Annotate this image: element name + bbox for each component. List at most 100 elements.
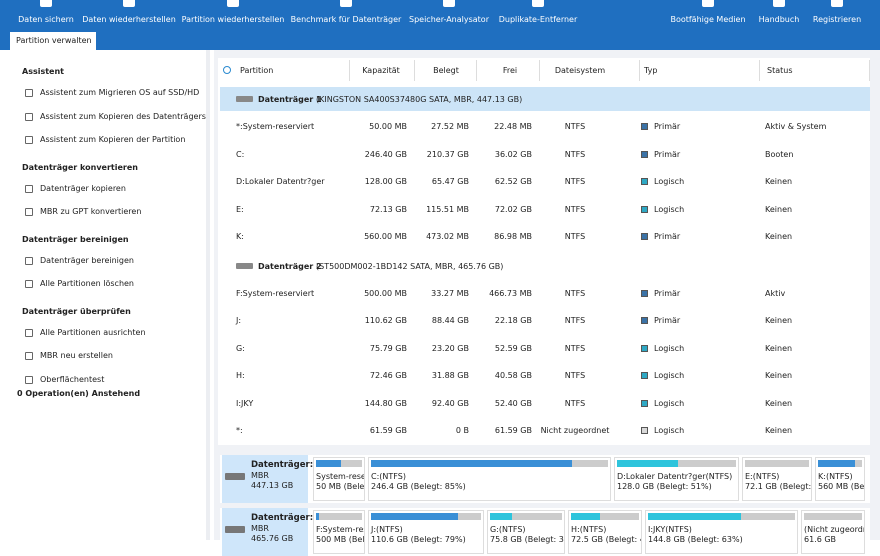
section-title: Assistent <box>22 67 64 76</box>
toolbar-button[interactable]: Daten sichern <box>18 15 74 24</box>
type-swatch <box>641 205 648 213</box>
partition-label: G:(NTFS) <box>490 525 526 534</box>
cell: 31.88 GB <box>431 371 469 380</box>
refresh-icon <box>223 66 231 74</box>
toolbar-button[interactable]: Benchmark für Datenträger <box>290 15 402 24</box>
partition-block[interactable]: (Nicht zugeordr 61.6 GB <box>801 510 865 554</box>
disk-row[interactable] <box>220 253 870 278</box>
partition-detail: 144.8 GB (Belegt: 63%) <box>648 535 743 544</box>
cell: 62.52 GB <box>494 177 532 186</box>
column-header-cell <box>540 60 640 81</box>
column-header[interactable]: Frei <box>502 66 518 75</box>
partition-label: D:Lokaler Datentr?ger(NTFS) <box>617 472 733 481</box>
cell: J: <box>236 316 242 325</box>
cell: Logisch <box>654 204 685 214</box>
cell: H: <box>236 371 245 380</box>
disk-map-disk[interactable]: Datenträger:1 MBR 447.13 GB <box>222 455 319 503</box>
sidebar-item[interactable]: MBR zu GPT konvertieren <box>40 207 142 216</box>
disk-icon <box>236 262 253 269</box>
cell: Primär <box>654 316 681 325</box>
toolbar-button[interactable]: Speicher-Analysator <box>409 15 489 24</box>
toolbar-icon <box>443 0 455 7</box>
cell: NTFS <box>564 371 586 380</box>
cell: Keinen <box>765 316 793 325</box>
partition-block[interactable]: E:(NTFS)72.1 GB (Belegt: 0' <box>742 457 812 501</box>
disk-row[interactable] <box>220 87 870 111</box>
partition-label: (Nicht zugeordr <box>804 525 865 534</box>
sidebar-item[interactable]: Assistent zum Kopieren des Datenträgers <box>40 111 206 121</box>
column-header-cell <box>415 60 477 81</box>
partition-block[interactable]: G:(NTFS)75.8 GB (Belegt: 30%) <box>487 510 565 554</box>
sidebar-item[interactable]: Alle Partitionen ausrichten <box>40 327 146 337</box>
column-header[interactable]: Belegt <box>433 66 459 75</box>
disk-map-disk[interactable]: Datenträger:2 MBR 465.76 GB <box>222 508 319 556</box>
disk-name: Datenträger 1 <box>258 95 322 104</box>
cell: 0 B <box>455 426 469 435</box>
cell: 473.02 MB <box>426 232 469 241</box>
partition-detail: 110.6 GB (Belegt: 79%) <box>371 535 466 544</box>
usage-fill <box>617 460 678 467</box>
cell: 22.18 GB <box>494 316 532 325</box>
partition-detail: 50 MB (Beleg <box>316 482 365 491</box>
section-title: Datenträger überprüfen <box>22 306 131 316</box>
partition-block[interactable]: J:(NTFS) 110.6 GB (Belegt: 79%) <box>368 510 484 554</box>
toolbar-icon <box>773 0 785 7</box>
sidebar-item[interactable]: Datenträger kopieren <box>40 183 126 193</box>
cell: Keinen <box>765 426 793 435</box>
toolbar-button[interactable]: Partition wiederherstellen <box>181 15 285 24</box>
cell: Logisch <box>654 343 685 353</box>
toolbar-button[interactable]: Duplikate-Entferner <box>498 15 578 24</box>
toolbar-icon <box>702 0 714 7</box>
tab[interactable]: Partition verwalten <box>10 32 96 50</box>
cell: 52.59 GB <box>494 343 532 353</box>
toolbar-icon <box>123 0 135 7</box>
cell: C: <box>236 149 245 159</box>
disk-map-style: MBR <box>251 471 269 480</box>
sidebar-item[interactable]: Assistent zum Migrieren OS auf SSD/HD <box>40 88 200 97</box>
usage-bar <box>490 513 562 520</box>
sidebar-item[interactable]: MBR neu erstellen <box>40 351 113 360</box>
toolbar-button[interactable]: Handbuch <box>758 15 800 24</box>
usage-bar <box>316 513 362 520</box>
column-header[interactable]: Kapazität <box>362 66 400 75</box>
type-swatch <box>641 372 648 379</box>
partition-block[interactable]: C:(NTFS) 246.4 GB (Belegt: 85%) <box>368 457 611 501</box>
cell: 246.40 GB <box>364 149 407 159</box>
sidebar-item[interactable]: Assistent zum Kopieren der Partition <box>40 135 186 144</box>
usage-fill <box>490 513 512 520</box>
cell: Logisch <box>654 398 685 408</box>
cell: 61.59 GB <box>369 426 407 435</box>
cell: G: <box>236 343 245 353</box>
column-header[interactable]: Partition <box>240 66 274 75</box>
cell: Keinen <box>765 232 793 241</box>
disk-icon <box>236 96 253 102</box>
disk-map-size: 465.76 GB <box>251 534 294 543</box>
disk-name: Datenträger 2 <box>258 261 322 271</box>
cell: K: <box>236 232 244 241</box>
cell: Logisch <box>654 426 685 435</box>
column-header[interactable]: Status <box>767 66 793 75</box>
partition-block[interactable]: K:(NTFS)560 MB (Beleg <box>815 457 865 501</box>
sidebar <box>0 50 210 540</box>
sidebar-item[interactable]: Alle Partitionen löschen <box>40 279 135 288</box>
partition-block[interactable]: System-reser 50 MB (Beleg <box>313 457 365 501</box>
partition-label: C:(NTFS) <box>371 472 406 481</box>
toolbar-button[interactable]: Daten wiederherstellen <box>82 15 176 24</box>
column-header[interactable]: Typ <box>644 66 658 75</box>
column-header[interactable]: Dateisystem <box>554 66 606 75</box>
cell: Primär <box>654 122 681 131</box>
toolbar-button[interactable]: Bootfähige Medien <box>670 15 746 24</box>
usage-fill <box>316 513 320 520</box>
column-header-cell <box>477 60 540 81</box>
partition-block[interactable]: H:(NTFS)72.5 GB (Belegt: 43%) <box>568 510 642 554</box>
toolbar-button[interactable]: Registrieren <box>812 15 862 24</box>
disk-map-style: MBR <box>251 524 269 533</box>
partition-block[interactable]: I:JKY(NTFS) 144.8 GB (Belegt: 63%) <box>645 510 798 554</box>
type-swatch <box>641 399 648 407</box>
sidebar-item[interactable]: Datenträger bereinigen <box>40 255 134 265</box>
item-icon <box>25 184 33 193</box>
sidebar-item[interactable]: Oberflächentest <box>40 374 105 384</box>
partition-block[interactable]: D:Lokaler Datentr?ger(NTFS) 128.0 GB (Bel… <box>614 457 739 501</box>
column-header-cell <box>760 60 870 81</box>
